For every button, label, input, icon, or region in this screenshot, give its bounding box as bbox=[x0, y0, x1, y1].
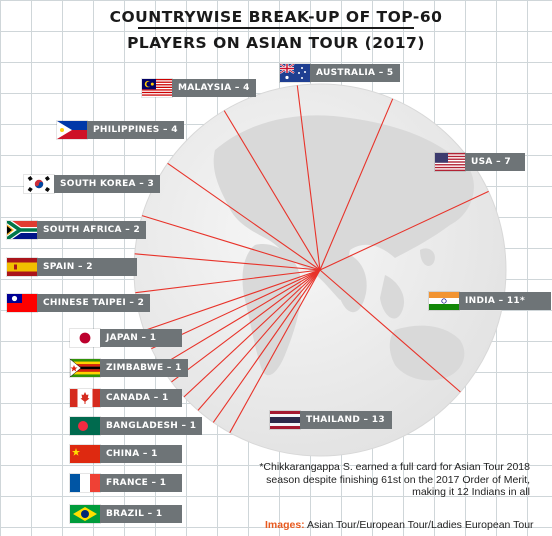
label-japan: JAPAN – 1 bbox=[100, 329, 182, 347]
slice-boundary-australia bbox=[296, 85, 321, 271]
usa-flag-icon bbox=[435, 153, 465, 171]
france-flag-icon bbox=[70, 474, 100, 492]
slice-boundary-india bbox=[319, 190, 489, 271]
label-bangladesh: BANGLADESH – 1 bbox=[100, 417, 203, 435]
thailand-flag-icon bbox=[270, 411, 300, 429]
south-korea-flag-icon bbox=[24, 175, 54, 193]
india-flag-icon bbox=[429, 292, 459, 310]
credit-label: Images: bbox=[265, 519, 305, 531]
slice-boundary-spain bbox=[135, 269, 321, 294]
label-india: INDIA – 11* bbox=[459, 292, 551, 310]
image-credit: Images: Asian Tour/European Tour/Ladies … bbox=[265, 519, 534, 531]
slice-boundary-malaysia bbox=[223, 110, 321, 271]
slice-boundary-chinese-taipei bbox=[143, 269, 321, 332]
slice-boundary-canada bbox=[171, 269, 321, 383]
label-malaysia: MALAYSIA – 4 bbox=[172, 79, 256, 97]
label-thailand: THAILAND – 13 bbox=[300, 411, 392, 429]
label-spain: SPAIN – 2 bbox=[37, 258, 137, 276]
australia-flag-icon bbox=[280, 64, 310, 82]
label-brazil: BRAZIL – 1 bbox=[100, 505, 182, 523]
china-flag-icon bbox=[70, 445, 100, 463]
label-china: CHINA – 1 bbox=[100, 445, 182, 463]
title-underline bbox=[138, 27, 414, 29]
label-australia: AUSTRALIA – 5 bbox=[310, 64, 400, 82]
brazil-flag-icon bbox=[70, 505, 100, 523]
canada-flag-icon bbox=[70, 389, 100, 407]
footnote: *Chikkarangappa S. earned a full card fo… bbox=[259, 461, 530, 498]
label-south-korea: SOUTH KOREA – 3 bbox=[54, 175, 161, 193]
world-map bbox=[213, 115, 474, 381]
slice-boundary-zimbabwe bbox=[160, 269, 321, 367]
label-usa: USA – 7 bbox=[465, 153, 525, 171]
pie-slice-boundaries bbox=[134, 85, 489, 433]
malaysia-flag-icon bbox=[142, 79, 172, 97]
slice-boundary-south-korea bbox=[141, 215, 321, 271]
slice-boundary-bangladesh bbox=[183, 269, 321, 398]
bangladesh-flag-icon bbox=[70, 417, 100, 435]
slice-boundary-china bbox=[197, 269, 321, 411]
philippines-flag-icon bbox=[57, 121, 87, 139]
credit-text: Asian Tour/European Tour/Ladies European… bbox=[307, 519, 534, 531]
label-france: FRANCE – 1 bbox=[100, 474, 182, 492]
slice-boundary-usa bbox=[319, 98, 394, 271]
slice-boundary-france bbox=[212, 269, 321, 423]
slice-boundary-philippines bbox=[167, 162, 321, 271]
label-philippines: PHILIPPINES – 4 bbox=[87, 121, 184, 139]
south-africa-flag-icon bbox=[7, 221, 37, 239]
label-south-africa: SOUTH AFRICA – 2 bbox=[37, 221, 147, 239]
slice-boundary-thailand bbox=[319, 269, 461, 393]
chart-title-line-1: COUNTRYWISE BREAK-UP OF TOP-60 bbox=[109, 8, 443, 26]
zimbabwe-flag-icon bbox=[70, 359, 100, 377]
slice-boundary-brazil bbox=[229, 269, 321, 433]
spain-flag-icon bbox=[7, 258, 37, 276]
label-zimbabwe: ZIMBABWE – 1 bbox=[100, 359, 188, 377]
chinese-taipei-flag-icon bbox=[7, 294, 37, 312]
label-canada: CANADA – 1 bbox=[100, 389, 182, 407]
slice-boundary-south-africa bbox=[134, 253, 321, 271]
label-chinese-taipei: CHINESE TAIPEI – 2 bbox=[37, 294, 151, 312]
japan-flag-icon bbox=[70, 329, 100, 347]
chart-title-line-2: PLAYERS ON ASIAN TOUR (2017) bbox=[127, 34, 425, 52]
